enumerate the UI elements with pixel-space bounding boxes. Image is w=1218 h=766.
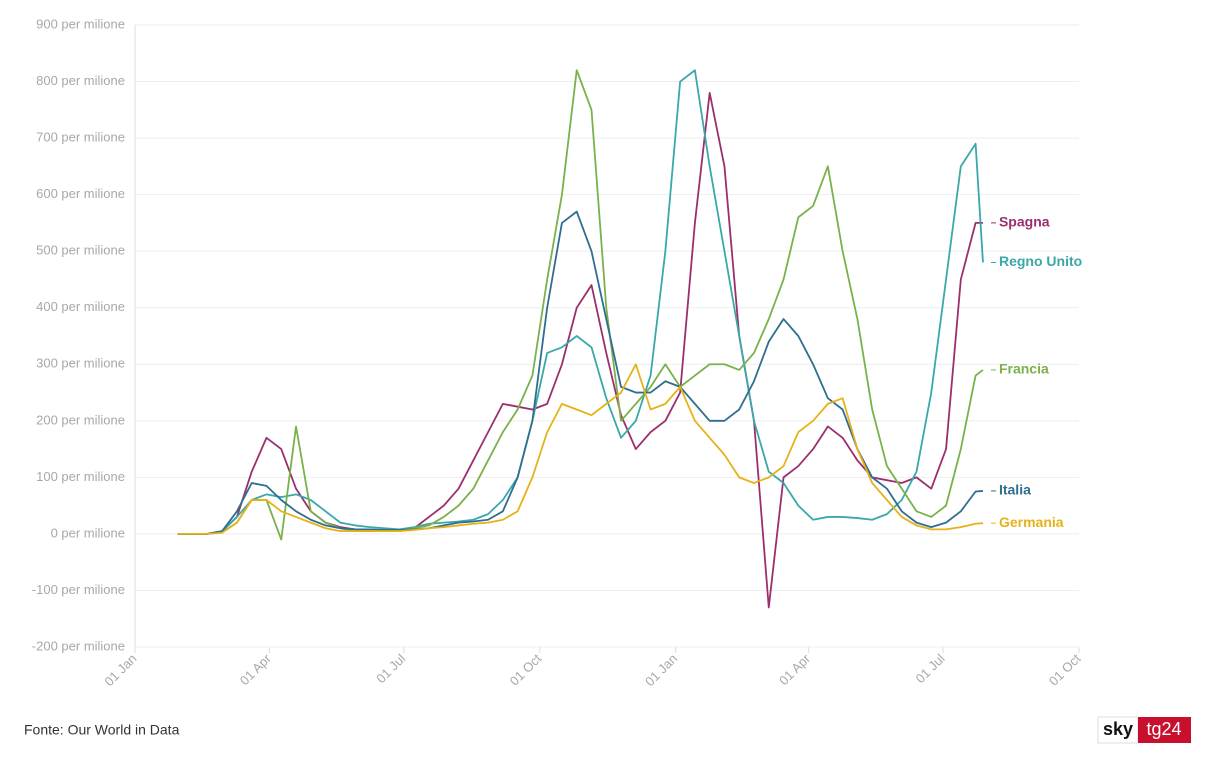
y-tick-label: 700 per milione	[36, 130, 125, 145]
logo-sky: sky	[1103, 719, 1133, 739]
series-line	[177, 69, 984, 535]
logo-tg24: tg24	[1146, 719, 1181, 739]
y-tick-label: 300 per milione	[36, 356, 125, 371]
source: Fonte: Our World in Data	[24, 722, 180, 738]
y-tick-label: 900 per milione	[36, 16, 125, 31]
logo-box-red	[1138, 717, 1191, 743]
series-label: Italia	[999, 482, 1031, 498]
series-label: Francia	[999, 361, 1049, 377]
logo: sky tg24	[1097, 716, 1191, 744]
series-label: Germania	[999, 514, 1064, 530]
series-label: Spagna	[999, 214, 1050, 230]
series-line	[177, 69, 984, 541]
series-line	[177, 363, 984, 535]
y-tick-label: 200 per milione	[36, 412, 125, 427]
y-tick-label: -200 per milione	[32, 638, 125, 653]
y-tick-label: -100 per milione	[32, 582, 125, 597]
y-tick-label: 100 per milione	[36, 469, 125, 484]
y-tick-label: 0 per milione	[51, 525, 125, 540]
y-tick-label: 800 per milione	[36, 73, 125, 88]
y-tick-label: 400 per milione	[36, 299, 125, 314]
y-tick-label: 500 per milione	[36, 243, 125, 258]
series-label: Regno Unito	[999, 253, 1082, 269]
y-tick-label: 600 per milione	[36, 186, 125, 201]
logo-box	[1097, 716, 1139, 744]
